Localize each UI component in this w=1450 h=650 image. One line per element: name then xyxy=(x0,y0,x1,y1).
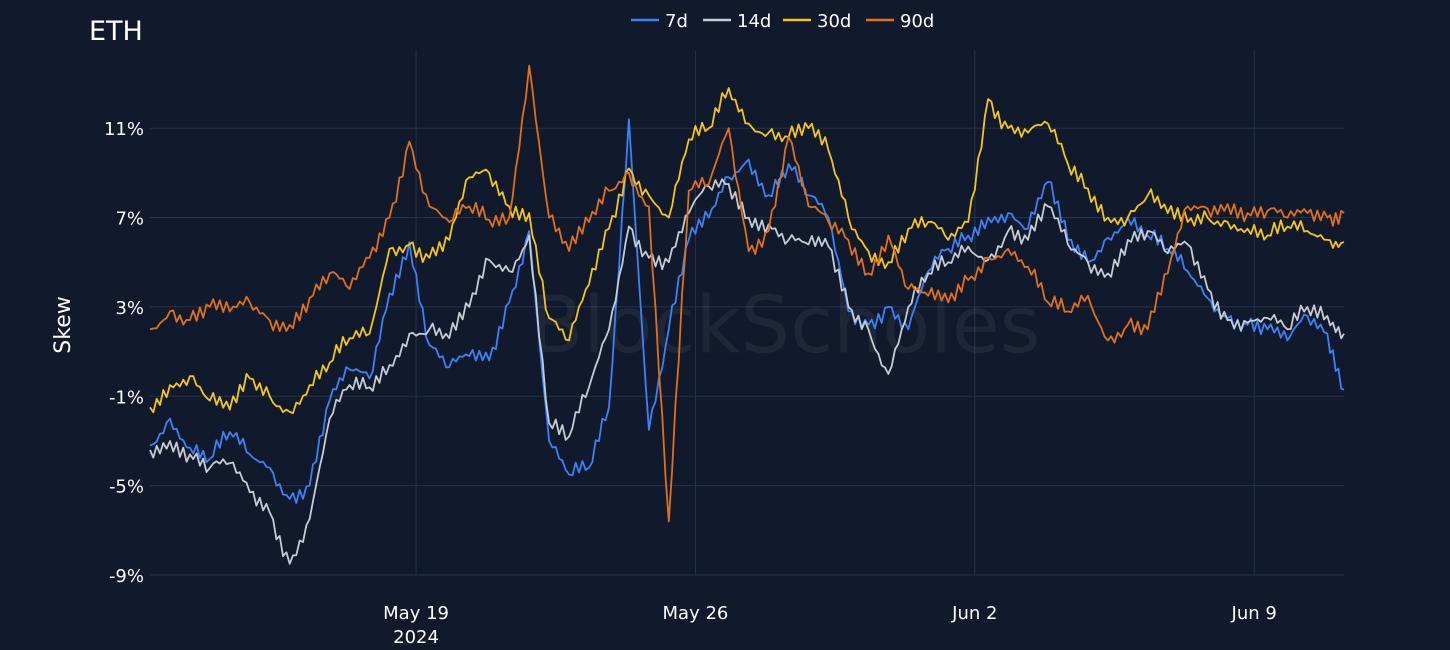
legend-item-14d[interactable]: 14d xyxy=(703,11,771,32)
y-tick-label: -1% xyxy=(109,387,144,408)
chart-title: ETH xyxy=(89,16,143,47)
series-line-30d xyxy=(149,87,1345,414)
x-tick-label: May 19 xyxy=(383,603,449,624)
watermark-text: BlockScholes xyxy=(530,281,1041,371)
legend-label: 14d xyxy=(737,11,771,32)
y-tick-label: -9% xyxy=(109,566,144,587)
series-line-14d xyxy=(149,178,1345,565)
y-axis: 11% 7% 3% -1% -5% -9% xyxy=(104,119,144,587)
legend[interactable]: 7d 14d 30d 90d xyxy=(631,11,934,32)
y-tick-label: -5% xyxy=(109,477,144,498)
legend-item-90d[interactable]: 90d xyxy=(866,11,934,32)
x-axis: May 19 2024 May 26 Jun 2 Jun 9 xyxy=(383,603,1277,648)
legend-label: 7d xyxy=(665,11,688,32)
legend-item-30d[interactable]: 30d xyxy=(783,11,851,32)
series-line-90d xyxy=(149,64,1345,523)
y-axis-title: Skew xyxy=(51,296,76,353)
y-tick-label: 11% xyxy=(104,119,144,140)
y-tick-label: 3% xyxy=(115,298,144,319)
series-layer xyxy=(149,64,1345,565)
series-line-7d xyxy=(149,118,1345,504)
y-tick-label: 7% xyxy=(115,209,144,230)
legend-label: 90d xyxy=(900,11,934,32)
x-tick-year-label: 2024 xyxy=(393,627,439,648)
legend-label: 30d xyxy=(817,11,851,32)
legend-item-7d[interactable]: 7d xyxy=(631,11,688,32)
x-tick-label: Jun 2 xyxy=(951,603,997,624)
x-tick-label: Jun 9 xyxy=(1231,603,1277,624)
x-tick-label: May 26 xyxy=(663,603,729,624)
